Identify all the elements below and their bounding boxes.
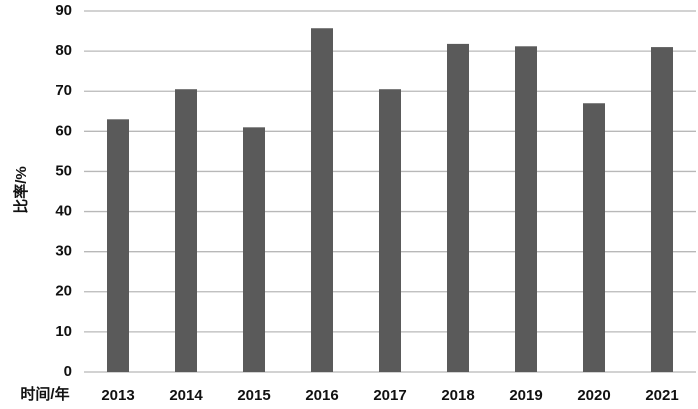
bar	[583, 103, 605, 372]
bar	[243, 127, 265, 372]
x-tick-label: 2017	[373, 387, 406, 404]
y-tick-label: 90	[55, 2, 72, 19]
y-tick-label: 50	[55, 162, 72, 179]
x-tick-label: 2014	[169, 387, 203, 404]
x-tick-label: 2020	[577, 387, 610, 404]
bar	[379, 89, 401, 372]
x-axis-label: 时间/年	[20, 385, 69, 403]
x-tick-label: 2016	[305, 387, 338, 404]
y-tick-label: 0	[64, 363, 72, 380]
x-tick-label: 2021	[645, 387, 678, 404]
bar	[107, 119, 129, 372]
bar	[311, 28, 333, 373]
y-tick-label: 20	[55, 283, 72, 300]
x-tick-label: 2015	[237, 387, 270, 404]
bar	[175, 89, 197, 372]
y-tick-label: 30	[55, 243, 72, 260]
y-tick-label: 60	[55, 122, 72, 139]
y-tick-label: 10	[55, 323, 72, 340]
y-axis-label: 比率/%	[12, 166, 30, 214]
x-tick-label: 2013	[101, 387, 134, 404]
y-tick-label: 70	[55, 82, 72, 99]
x-tick-label: 2018	[441, 387, 474, 404]
bar	[515, 46, 537, 372]
x-tick-label: 2019	[509, 387, 542, 404]
y-tick-label: 40	[55, 203, 72, 220]
bar	[651, 47, 673, 372]
bar	[447, 43, 469, 372]
y-tick-label: 80	[55, 42, 72, 59]
